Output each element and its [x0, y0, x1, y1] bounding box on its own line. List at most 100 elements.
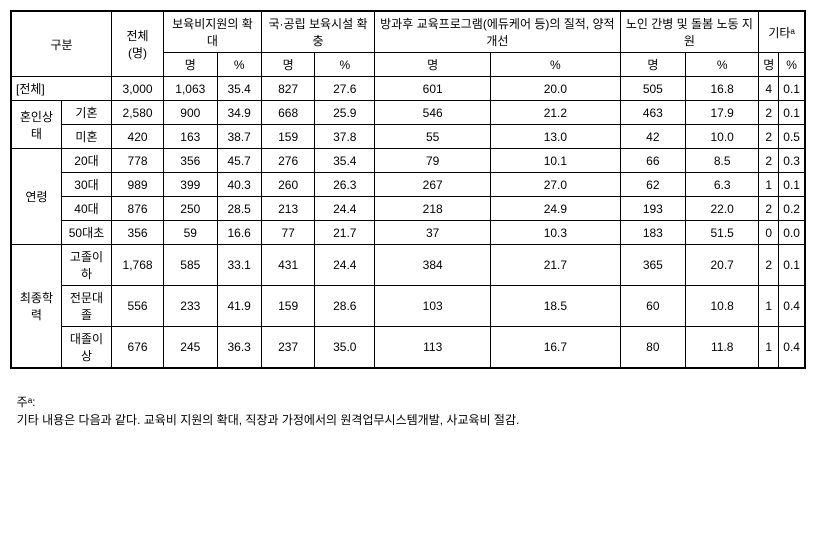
sub-header: % — [217, 53, 261, 77]
row-label: 30대 — [61, 173, 111, 197]
cell-value: 505 — [620, 77, 686, 101]
cell-value: 384 — [375, 245, 491, 286]
header-group-1: 국·공립 보육시설 확충 — [261, 11, 374, 53]
cell-value: 77 — [261, 221, 315, 245]
cell-value: 40.3 — [217, 173, 261, 197]
cell-value: 16.6 — [217, 221, 261, 245]
table-row: [전체]3,0001,06335.482727.660120.050516.84… — [11, 77, 805, 101]
cell-value: 21.7 — [315, 221, 375, 245]
sub-header: 명 — [164, 53, 217, 77]
row-label: 미혼 — [61, 125, 111, 149]
cell-value: 59 — [164, 221, 217, 245]
footnote-prefix: 주ᵃ: — [17, 395, 36, 409]
row-label: 50대초 — [61, 221, 111, 245]
cell-value: 20.7 — [686, 245, 759, 286]
sub-header: 명 — [261, 53, 315, 77]
cell-value: 601 — [375, 77, 491, 101]
sub-header: 명 — [620, 53, 686, 77]
cell-value: 20.0 — [491, 77, 620, 101]
cell-value: 213 — [261, 197, 315, 221]
cell-value: 1 — [759, 173, 779, 197]
cell-value: 16.7 — [491, 327, 620, 369]
cell-value: 0.3 — [779, 149, 805, 173]
cell-value: 41.9 — [217, 286, 261, 327]
table-row: 최종학력고졸이하1,76858533.143124.438421.736520.… — [11, 245, 805, 286]
cell-value: 1,063 — [164, 77, 217, 101]
table-row: 40대87625028.521324.421824.919322.020.2 — [11, 197, 805, 221]
table-row: 전문대졸55623341.915928.610318.56010.810.4 — [11, 286, 805, 327]
cell-value: 2 — [759, 245, 779, 286]
sub-header: 명 — [759, 53, 779, 77]
cell-total: 876 — [112, 197, 164, 221]
sub-header: % — [491, 53, 620, 77]
cell-value: 2 — [759, 149, 779, 173]
cell-value: 356 — [164, 149, 217, 173]
row-label: 전문대졸 — [61, 286, 111, 327]
cell-value: 0.1 — [779, 77, 805, 101]
cell-value: 103 — [375, 286, 491, 327]
cell-value: 183 — [620, 221, 686, 245]
table-row: 연령20대77835645.727635.47910.1668.520.3 — [11, 149, 805, 173]
row-category: 연령 — [11, 149, 61, 245]
row-category: 혼인상태 — [11, 101, 61, 149]
cell-value: 34.9 — [217, 101, 261, 125]
cell-value: 10.1 — [491, 149, 620, 173]
header-group-2: 방과후 교육프로그램(에듀케어 등)의 질적, 양적개선 — [375, 11, 620, 53]
cell-total: 356 — [112, 221, 164, 245]
cell-value: 37.8 — [315, 125, 375, 149]
cell-total: 2,580 — [112, 101, 164, 125]
cell-value: 28.6 — [315, 286, 375, 327]
cell-value: 51.5 — [686, 221, 759, 245]
cell-value: 1 — [759, 327, 779, 369]
cell-value: 260 — [261, 173, 315, 197]
cell-value: 16.8 — [686, 77, 759, 101]
sub-header: % — [779, 53, 805, 77]
table-row: 미혼42016338.715937.85513.04210.020.5 — [11, 125, 805, 149]
cell-value: 0.5 — [779, 125, 805, 149]
cell-value: 0.1 — [779, 101, 805, 125]
cell-value: 365 — [620, 245, 686, 286]
cell-value: 25.9 — [315, 101, 375, 125]
sub-header: 명 — [375, 53, 491, 77]
cell-total: 778 — [112, 149, 164, 173]
sub-header: % — [315, 53, 375, 77]
cell-value: 17.9 — [686, 101, 759, 125]
cell-value: 0.1 — [779, 173, 805, 197]
cell-value: 237 — [261, 327, 315, 369]
cell-value: 463 — [620, 101, 686, 125]
cell-value: 900 — [164, 101, 217, 125]
cell-value: 35.4 — [217, 77, 261, 101]
cell-value: 66 — [620, 149, 686, 173]
header-group-0: 보육비지원의 확대 — [164, 11, 262, 53]
cell-value: 245 — [164, 327, 217, 369]
cell-value: 1 — [759, 286, 779, 327]
cell-value: 13.0 — [491, 125, 620, 149]
footnote: 주ᵃ: 기타 내용은 다음과 같다. 교육비 지원의 확대, 직장과 가정에서의… — [10, 375, 806, 429]
cell-value: 27.6 — [315, 77, 375, 101]
cell-value: 827 — [261, 77, 315, 101]
row-label: 고졸이하 — [61, 245, 111, 286]
header-group: 구분 — [11, 11, 112, 77]
cell-value: 399 — [164, 173, 217, 197]
cell-value: 24.9 — [491, 197, 620, 221]
cell-value: 10.3 — [491, 221, 620, 245]
cell-value: 159 — [261, 286, 315, 327]
cell-value: 218 — [375, 197, 491, 221]
cell-value: 38.7 — [217, 125, 261, 149]
row-label: 대졸이상 — [61, 327, 111, 369]
cell-value: 233 — [164, 286, 217, 327]
cell-value: 45.7 — [217, 149, 261, 173]
cell-total: 989 — [112, 173, 164, 197]
cell-total: 556 — [112, 286, 164, 327]
cell-value: 10.8 — [686, 286, 759, 327]
cell-value: 62 — [620, 173, 686, 197]
row-label: 20대 — [61, 149, 111, 173]
cell-value: 668 — [261, 101, 315, 125]
cell-value: 0.1 — [779, 245, 805, 286]
cell-value: 79 — [375, 149, 491, 173]
cell-value: 2 — [759, 101, 779, 125]
cell-value: 276 — [261, 149, 315, 173]
cell-value: 546 — [375, 101, 491, 125]
row-label: 40대 — [61, 197, 111, 221]
cell-value: 8.5 — [686, 149, 759, 173]
